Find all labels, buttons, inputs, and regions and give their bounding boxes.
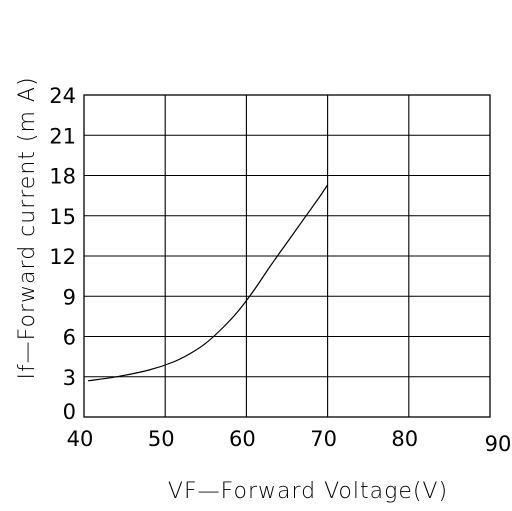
y-tick-label: 24 [49,84,76,108]
grid [83,94,491,418]
x-tick-label: 80 [391,427,418,451]
y-tick-label: 0 [63,400,76,424]
y-axis-title: If—Forward current (m A) [15,76,40,379]
plot-frame [83,94,491,418]
x-tick-label: 60 [229,427,256,451]
y-tick-label: 6 [63,326,76,350]
y-tick-label: 3 [63,366,76,390]
x-tick-label: 40 [67,427,94,451]
y-tick-label: 9 [63,285,76,309]
x-tick-label: 70 [310,427,337,451]
y-tick-labels: 0 3 6 9 12 15 18 21 24 [49,84,76,424]
x-tick-label: 50 [148,427,175,451]
x-tick-labels: 40 50 60 70 80 90 [67,427,512,456]
y-tick-label: 12 [49,245,76,269]
y-tick-label: 21 [49,124,76,148]
y-tick-label: 18 [49,165,76,189]
forward-current-curve [88,184,329,382]
y-tick-label: 15 [49,205,76,229]
x-axis-title: VF—Forward Voltage(V) [168,479,448,504]
x-tick-label: 90 [485,432,512,456]
